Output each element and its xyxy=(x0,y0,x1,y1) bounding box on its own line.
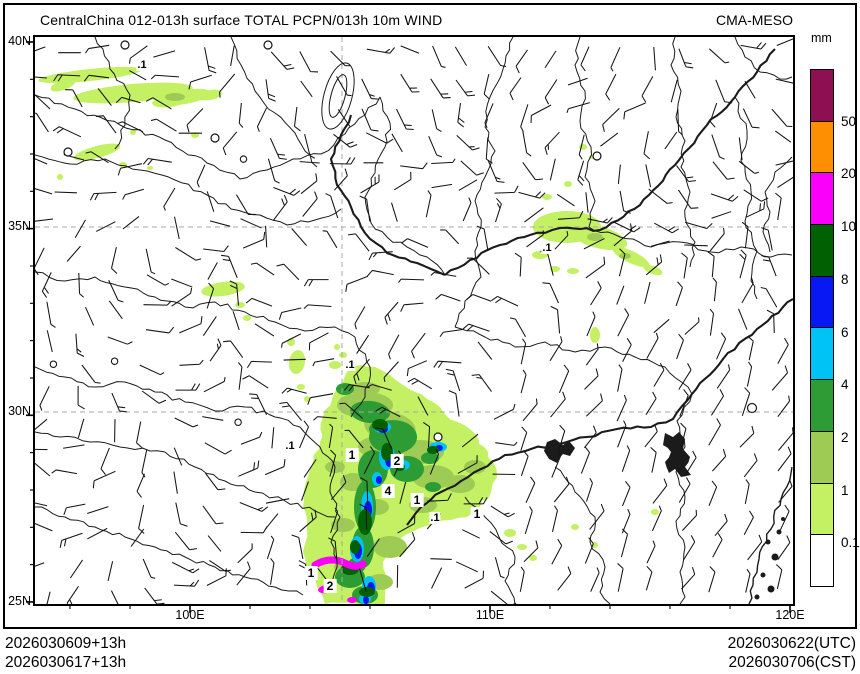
contour-label: 2 xyxy=(390,454,404,468)
colorbar-segment xyxy=(810,69,834,122)
contour-label: 2 xyxy=(323,579,337,593)
boundary-layer xyxy=(35,37,793,604)
contour-label: .1 xyxy=(136,59,148,71)
contour-label: 1 xyxy=(345,448,359,462)
contour-label: .1 xyxy=(541,242,553,254)
colorbar-segment xyxy=(810,275,834,329)
contour-label: .1 xyxy=(284,440,296,452)
contour-label: 1 xyxy=(410,493,424,507)
colorbar-tick-label: 1 xyxy=(841,482,849,498)
lon-tick-label: 110E xyxy=(475,608,505,622)
valid-time-line: 2026030706(CST) xyxy=(728,654,856,671)
colorbar-segment xyxy=(810,430,834,484)
run-info-line: 2026030617+13h xyxy=(5,654,127,671)
colorbar-tick-label: 8 xyxy=(841,271,849,287)
lat-tick-label: 25N xyxy=(8,594,31,608)
run-time-info: 2026030609+13h 2026030617+13h xyxy=(5,634,126,672)
wind-barb-layer xyxy=(35,37,793,604)
lat-tick-label: 35N xyxy=(8,219,31,233)
colorbar-tick-label: 4 xyxy=(841,377,849,393)
colorbar-tick-label: 0.1 xyxy=(841,535,860,551)
run-info-line: 2026030609+13h xyxy=(5,635,127,652)
map-plot-area: .1.1.1.1 1 2 4 1.1 1 1 2 xyxy=(33,35,795,606)
contour-label: 1 xyxy=(304,566,318,580)
colorbar-segment xyxy=(810,327,834,381)
colorbar-segment xyxy=(810,172,834,226)
colorbar xyxy=(810,69,834,587)
contour-label: 1 xyxy=(470,507,484,521)
valid-time-line: 2026030622(UTC) xyxy=(727,635,856,652)
contour-label: .1 xyxy=(344,359,356,371)
colorbar-segment xyxy=(810,482,834,536)
colorbar-segment xyxy=(810,224,834,277)
precip-layer xyxy=(38,66,663,604)
lat-tick-label: 40N xyxy=(8,34,31,48)
colorbar-tick-label: 6 xyxy=(841,324,849,340)
map-canvas xyxy=(35,37,793,604)
model-name: CMA-MESO xyxy=(716,12,793,28)
contour-label: .1 xyxy=(429,512,441,524)
colorbar-tick-label: 20 xyxy=(841,166,857,182)
plot-title: CentralChina 012-013h surface TOTAL PCPN… xyxy=(40,12,443,28)
colorbar-segment xyxy=(810,379,834,432)
figure-border xyxy=(3,3,857,629)
contour-label: 4 xyxy=(381,484,395,498)
colorbar-tick-label: 10 xyxy=(841,219,857,235)
colorbar-tick-label: 50 xyxy=(841,113,857,129)
colorbar-tick-label: 2 xyxy=(841,429,849,445)
valid-time-info: 2026030622(UTC) 2026030706(CST) xyxy=(728,634,856,672)
colorbar-segment xyxy=(810,120,834,174)
colorbar-unit-label: mm xyxy=(811,31,832,45)
colorbar-segment xyxy=(810,534,834,587)
lon-tick-label: 120E xyxy=(775,608,805,622)
lat-tick-label: 30N xyxy=(8,404,31,418)
lon-tick-label: 100E xyxy=(175,608,205,622)
